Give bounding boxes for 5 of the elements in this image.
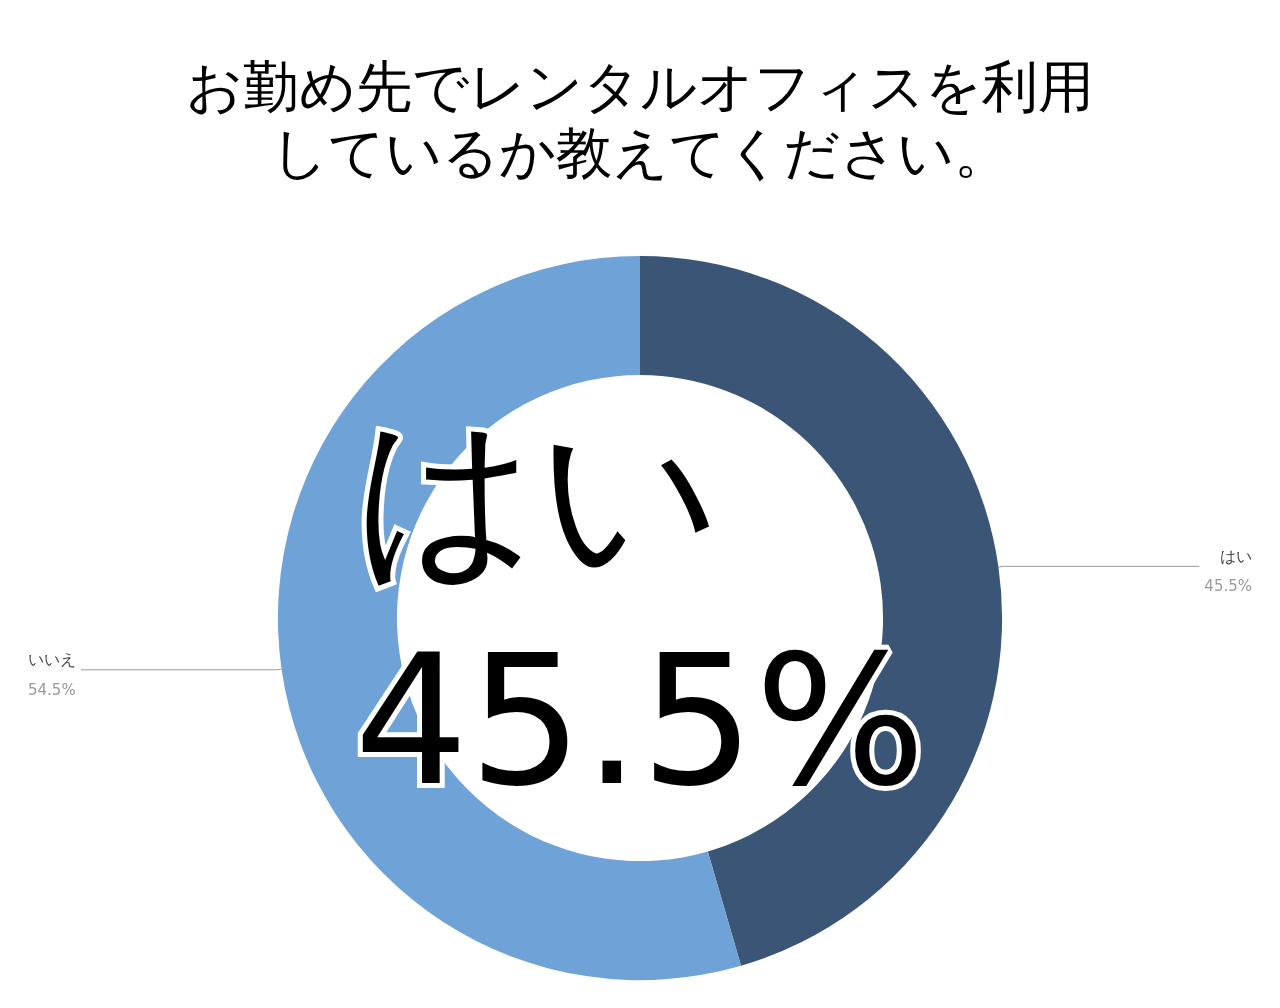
data-label: 54.5%	[28, 680, 76, 699]
data-label: 45.5%	[1204, 577, 1252, 596]
slice-label: いいえ	[28, 650, 76, 670]
slice-label: はい	[1220, 546, 1252, 566]
chart-title: お勤め先でレンタルオフィスを利用しているか教えてください。	[186, 53, 1094, 185]
